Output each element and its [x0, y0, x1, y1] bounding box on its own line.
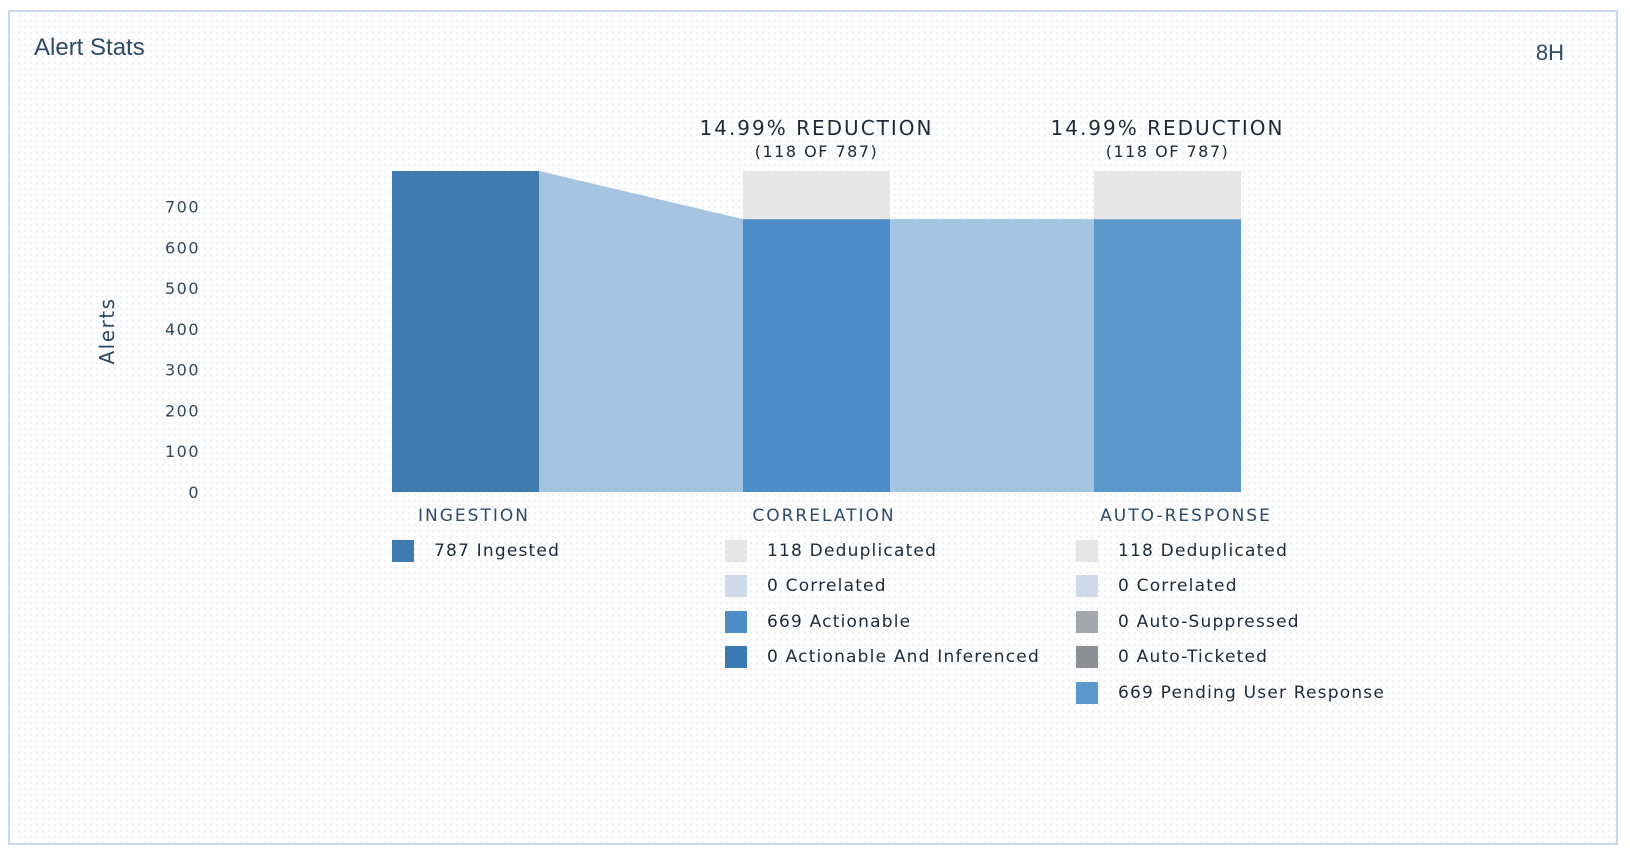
legend-item-label: 118 Deduplicated	[1118, 540, 1289, 561]
correlated-swatch	[1076, 575, 1098, 598]
legend-item: 118 Deduplicated	[725, 533, 1040, 569]
legend-ingestion: 787 Ingested	[392, 533, 560, 569]
legend-item-label: 0 Auto-Ticketed	[1118, 647, 1269, 668]
bar-ingestion-ingested	[392, 171, 539, 492]
bar-auto-response-deduplicated	[1094, 171, 1241, 220]
legend-item: 0 Auto-Suppressed	[1076, 604, 1385, 640]
y-tick-label: 200	[165, 401, 200, 420]
legend-item: 669 Actionable	[725, 604, 1040, 640]
deduplicated-swatch	[1076, 539, 1098, 562]
y-tick-label: 300	[165, 361, 200, 380]
legend-item-label: 0 Correlated	[1118, 576, 1238, 597]
flow-ingestion-to-correlation	[539, 171, 743, 492]
bar-correlation-deduplicated	[743, 171, 890, 220]
legend-item-label: 669 Pending User Response	[1118, 682, 1386, 703]
y-tick-label: 500	[165, 279, 200, 298]
legend-item-label: 669 Actionable	[767, 611, 912, 632]
legend-item: 669 Pending User Response	[1076, 675, 1385, 711]
legend-item-label: 0 Auto-Suppressed	[1118, 611, 1300, 632]
correlated-swatch	[725, 575, 747, 598]
flow-correlation-to-auto-response	[890, 219, 1094, 492]
legend-item-label: 787 Ingested	[434, 540, 561, 561]
bar-correlation-actionable	[743, 219, 890, 492]
x-category-label: AUTO-RESPONSE	[1100, 506, 1272, 526]
y-tick-label: 700	[165, 197, 200, 216]
y-axis-label: Alerts	[95, 297, 119, 364]
legend-item: 787 Ingested	[392, 533, 560, 569]
y-tick-label: 400	[165, 320, 200, 339]
legend-auto-response: 118 Deduplicated 0 Correlated 0 Auto-Suppr…	[1076, 533, 1385, 711]
auto-ticketed-swatch	[1076, 646, 1098, 669]
legend-item-label: 0 Actionable And Inferenced	[767, 647, 1040, 668]
x-category-label: INGESTION	[418, 506, 530, 526]
legend-item: 118 Deduplicated	[1076, 533, 1385, 569]
legend-item: 0 Correlated	[1076, 569, 1385, 605]
reduction-annotation: 14.99% REDUCTION	[700, 116, 934, 140]
legend-item-label: 118 Deduplicated	[767, 540, 938, 561]
time-range-selector[interactable]: 8H	[1535, 40, 1564, 65]
y-tick-label: 100	[165, 442, 200, 461]
y-tick-label: 600	[165, 238, 200, 257]
bar-auto-response-actionable	[1094, 219, 1241, 492]
ingested-swatch	[392, 539, 414, 562]
panel-title: Alert Stats	[34, 34, 145, 61]
reduction-annotation: 14.99% REDUCTION	[1051, 116, 1285, 140]
legend-item: 0 Actionable And Inferenced	[725, 640, 1040, 676]
x-category-label: CORRELATION	[752, 506, 895, 526]
y-tick-label: 0	[188, 483, 200, 502]
actionable-inferenced-swatch	[725, 646, 747, 669]
actionable-swatch	[725, 610, 747, 633]
auto-suppressed-swatch	[1076, 610, 1098, 633]
legend-correlation: 118 Deduplicated 0 Correlated 669 Actionab…	[725, 533, 1040, 675]
reduction-annotation-detail: (118 OF 787)	[1106, 142, 1230, 161]
legend-item: 0 Auto-Ticketed	[1076, 640, 1385, 676]
deduplicated-swatch	[725, 539, 747, 562]
legend-item-label: 0 Correlated	[767, 576, 887, 597]
legend-item: 0 Correlated	[725, 569, 1040, 605]
pending-user-response-swatch	[1076, 681, 1098, 704]
reduction-annotation-detail: (118 OF 787)	[755, 142, 879, 161]
